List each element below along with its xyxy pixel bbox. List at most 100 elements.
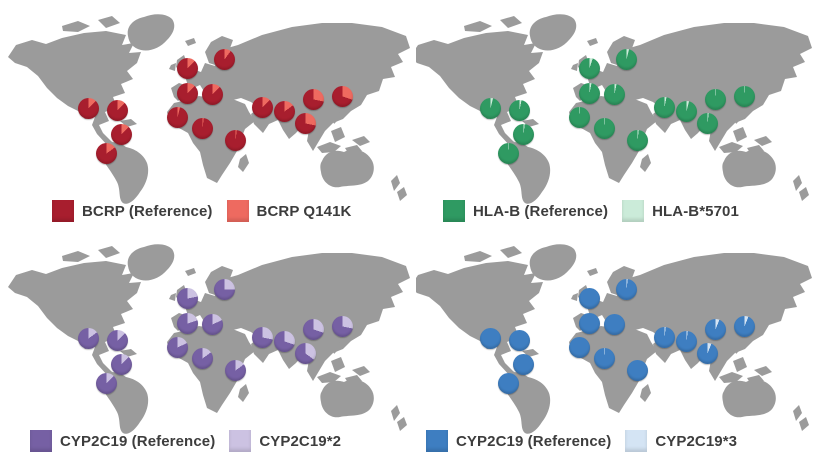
pie-east-africa [626, 129, 648, 151]
pie-middle-east [653, 326, 675, 348]
pie-scandinavia [615, 48, 637, 70]
panel-hla-b: HLA-B (Reference) HLA-B*5701 [416, 0, 832, 230]
map-area [416, 0, 818, 230]
pie-central-america [110, 353, 132, 375]
legend-item-reference: HLA-B (Reference) [443, 200, 608, 222]
pie-south-america [95, 372, 117, 394]
pie-japan [331, 85, 353, 107]
pie-southeast-asia [294, 342, 316, 364]
pie-layer [0, 230, 416, 460]
legend-item-variant: HLA-B*5701 [622, 200, 739, 222]
legend-label-variant: HLA-B*5701 [652, 202, 739, 220]
pie-east-asia [302, 88, 324, 110]
pie-north-america-west [77, 327, 99, 349]
legend-item-variant: BCRP Q141K [226, 200, 352, 222]
pie-central-america [110, 123, 132, 145]
legend-label-reference: HLA-B (Reference) [473, 202, 609, 220]
legend-label-reference: CYP2C19 (Reference) [456, 432, 612, 450]
pie-central-africa [191, 347, 213, 369]
pie-northern-europe [176, 57, 198, 79]
legend-swatch-variant [226, 200, 249, 222]
legend-label-reference: CYP2C19 (Reference) [60, 432, 216, 450]
pie-middle-east [653, 96, 675, 118]
legend-swatch-reference [426, 430, 448, 452]
pie-eastern-europe [201, 313, 223, 335]
legend-swatch-variant [622, 200, 645, 222]
pie-north-america-west [479, 97, 501, 119]
pie-western-europe [176, 82, 198, 104]
legend-label-variant: BCRP Q141K [256, 202, 352, 220]
pie-western-europe [578, 82, 600, 104]
pie-eastern-europe [603, 313, 625, 335]
pie-east-asia [704, 88, 726, 110]
pie-japan [733, 85, 755, 107]
pie-northwest-africa [568, 336, 590, 358]
pie-northern-europe [578, 57, 600, 79]
pie-northern-europe [578, 287, 600, 309]
pie-japan [733, 315, 755, 337]
legend-swatch-variant [229, 430, 252, 452]
pie-central-america [512, 353, 534, 375]
pie-south-america [95, 142, 117, 164]
legend-item-variant: CYP2C19*3 [625, 430, 737, 452]
pie-eastern-europe [201, 83, 223, 105]
pie-western-europe [176, 312, 198, 334]
legend-hla-b: HLA-B (Reference) HLA-B*5701 [443, 200, 739, 222]
pie-layer [416, 230, 818, 460]
pie-japan [331, 315, 353, 337]
legend-swatch-variant [625, 430, 648, 452]
legend-cyp2c19-star2: CYP2C19 (Reference) CYP2C19*2 [30, 430, 341, 452]
pie-middle-east [251, 96, 273, 118]
legend-bcrp: BCRP (Reference) BCRP Q141K [52, 200, 351, 222]
pie-scandinavia [615, 278, 637, 300]
map-area [0, 230, 416, 460]
legend-swatch-reference [52, 200, 74, 222]
pie-southeast-asia [294, 112, 316, 134]
pie-northwest-africa [166, 336, 188, 358]
pie-northern-europe [176, 287, 198, 309]
pie-western-europe [578, 312, 600, 334]
pie-east-asia [704, 318, 726, 340]
pie-north-america-east [508, 329, 530, 351]
pie-southeast-asia [696, 342, 718, 364]
panel-bcrp: BCRP (Reference) BCRP Q141K [0, 0, 416, 230]
pie-north-america-east [106, 99, 128, 121]
legend-label-variant: CYP2C19*2 [259, 432, 342, 450]
pie-south-asia [675, 330, 697, 352]
pie-east-africa [224, 359, 246, 381]
pie-east-africa [224, 129, 246, 151]
pie-central-africa [593, 117, 615, 139]
panel-cyp2c19-star3: CYP2C19 (Reference) CYP2C19*3 [416, 230, 832, 460]
legend-label-variant: CYP2C19*3 [655, 432, 738, 450]
legend-item-variant: CYP2C19*2 [229, 430, 341, 452]
pie-south-asia [675, 100, 697, 122]
pie-east-africa [626, 359, 648, 381]
legend-item-reference: CYP2C19 (Reference) [30, 430, 215, 452]
pie-south-america [497, 142, 519, 164]
pie-north-america-west [479, 327, 501, 349]
legend-item-reference: BCRP (Reference) [52, 200, 213, 222]
pie-middle-east [251, 326, 273, 348]
panel-cyp2c19-star2: CYP2C19 (Reference) CYP2C19*2 [0, 230, 416, 460]
pie-north-america-west [77, 97, 99, 119]
pie-northwest-africa [166, 106, 188, 128]
legend-cyp2c19-star3: CYP2C19 (Reference) CYP2C19*3 [426, 430, 737, 452]
pie-north-america-east [106, 329, 128, 351]
pie-southeast-asia [696, 112, 718, 134]
pie-central-africa [593, 347, 615, 369]
legend-swatch-reference [30, 430, 52, 452]
map-area [0, 0, 416, 230]
map-area [416, 230, 818, 460]
pie-south-asia [273, 330, 295, 352]
pie-east-asia [302, 318, 324, 340]
pie-central-africa [191, 117, 213, 139]
pie-scandinavia [213, 48, 235, 70]
pie-northwest-africa [568, 106, 590, 128]
pie-scandinavia [213, 278, 235, 300]
pie-north-america-east [508, 99, 530, 121]
legend-swatch-reference [443, 200, 465, 222]
pie-south-asia [273, 100, 295, 122]
pie-eastern-europe [603, 83, 625, 105]
pie-layer [0, 0, 416, 230]
